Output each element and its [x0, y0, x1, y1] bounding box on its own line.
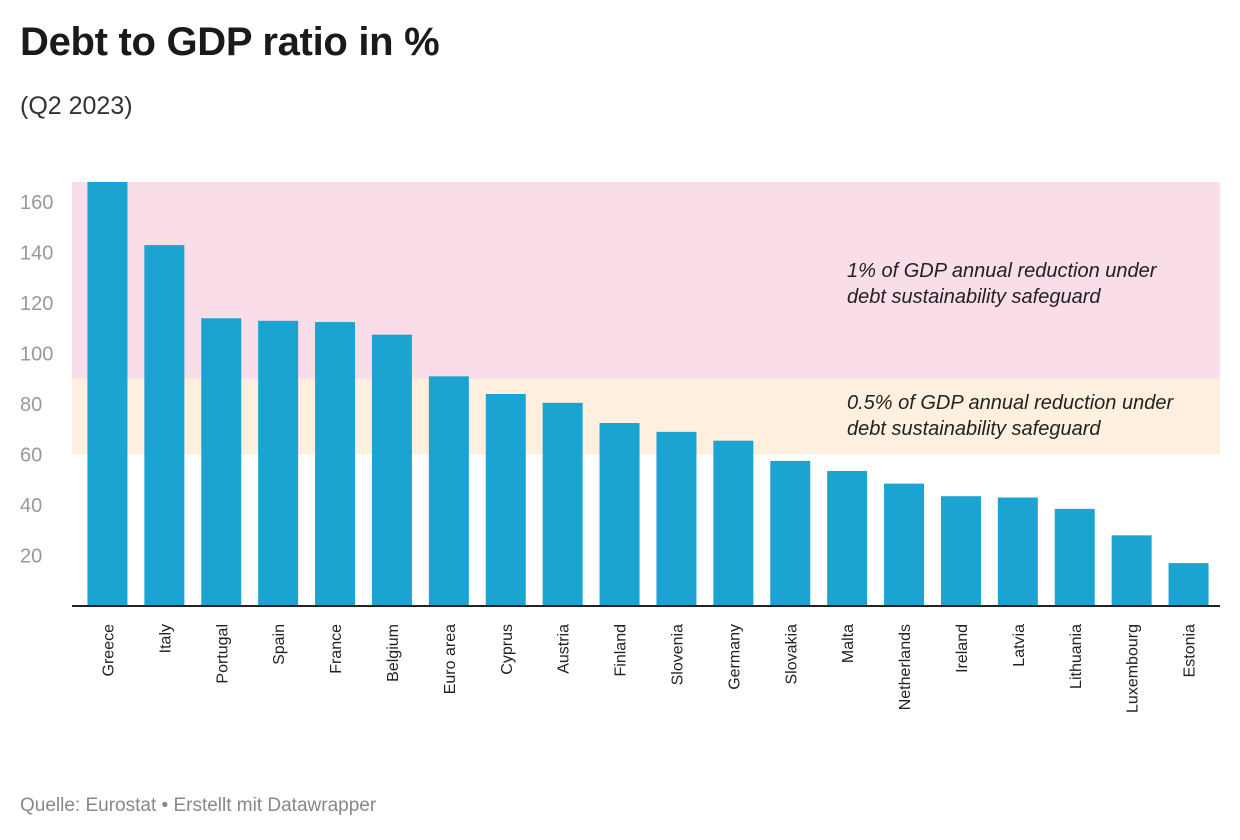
x-tick-label: Portugal	[214, 624, 231, 684]
x-tick-label: Netherlands	[897, 624, 914, 710]
band-annotation-line: debt sustainability safeguard	[847, 286, 1101, 308]
bar	[201, 318, 242, 606]
bar	[1168, 563, 1209, 606]
x-tick-label: Cyprus	[499, 624, 516, 675]
band-annotation-line: 0.5% of GDP annual reduction under	[847, 392, 1174, 414]
x-tick-label: Slovenia	[669, 624, 686, 685]
x-tick-label: Finland	[613, 624, 630, 676]
x-tick-label: Euro area	[442, 624, 459, 694]
y-tick-label: 120	[20, 293, 53, 315]
y-tick-label: 60	[20, 445, 42, 467]
y-tick-label: 160	[20, 192, 53, 214]
chart-title: Debt to GDP ratio in %	[20, 20, 440, 64]
x-tick-label: Malta	[840, 624, 857, 663]
y-axis-ticks: 20 40 60 80 100 120 140 160	[20, 192, 53, 567]
bar	[713, 440, 754, 606]
bar-chart: 20 40 60 80 100 120 140 160 Greece Italy Portugal…	[20, 182, 1220, 713]
x-axis-labels: Greece Italy Portugal Spain France Belgium Eur…	[100, 624, 1198, 713]
chart-subtitle: (Q2 2023)	[20, 92, 133, 120]
bar	[1054, 508, 1095, 606]
bar	[1111, 535, 1152, 606]
bar	[997, 497, 1038, 606]
bar	[371, 334, 412, 606]
band-annotations: 1% of GDP annual reduction under debt sus…	[847, 260, 1174, 440]
x-tick-label: Lithuania	[1068, 624, 1085, 689]
bars	[87, 182, 1209, 606]
x-tick-label: Italy	[157, 624, 174, 653]
bar	[428, 376, 469, 606]
bar	[144, 245, 185, 606]
x-tick-label: Austria	[556, 624, 573, 674]
x-tick-label: France	[328, 624, 345, 674]
threshold-band	[72, 378, 1220, 455]
bar	[485, 394, 526, 606]
x-tick-label: Greece	[100, 624, 117, 677]
band-annotation-line: 1% of GDP annual reduction under	[847, 260, 1158, 282]
x-tick-label: Germany	[726, 624, 743, 690]
bar	[770, 460, 811, 606]
bar	[599, 423, 640, 606]
x-tick-label: Ireland	[954, 624, 971, 673]
y-tick-label: 100	[20, 344, 53, 366]
bar	[87, 182, 128, 606]
x-tick-label: Belgium	[385, 624, 402, 682]
bar	[884, 483, 925, 606]
y-tick-label: 140	[20, 243, 53, 265]
bar	[940, 496, 981, 606]
bar	[542, 402, 583, 606]
bar	[315, 322, 356, 606]
x-tick-label: Spain	[271, 624, 288, 665]
source-note: Quelle: Eurostat • Erstellt mit Datawrap…	[20, 795, 377, 816]
y-tick-label: 40	[20, 495, 42, 517]
y-tick-label: 80	[20, 394, 42, 416]
x-tick-label: Slovakia	[783, 624, 800, 685]
x-tick-label: Estonia	[1182, 624, 1199, 677]
x-tick-label: Latvia	[1011, 624, 1028, 667]
bar	[656, 431, 697, 606]
y-tick-label: 20	[20, 546, 42, 568]
bar	[258, 320, 299, 606]
x-tick-label: Luxembourg	[1125, 624, 1142, 713]
band-annotation-line: debt sustainability safeguard	[847, 418, 1101, 440]
bar	[827, 470, 868, 606]
